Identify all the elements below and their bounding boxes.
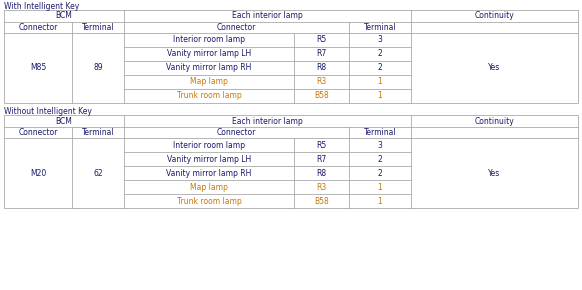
Text: Interior room lamp: Interior room lamp <box>173 35 245 44</box>
Text: 89: 89 <box>93 64 103 72</box>
Text: 2: 2 <box>378 155 382 164</box>
Text: Without Intelligent Key: Without Intelligent Key <box>4 107 92 116</box>
Text: Connector: Connector <box>217 128 256 137</box>
Text: Each interior lamp: Each interior lamp <box>232 12 303 21</box>
Text: R7: R7 <box>317 50 327 59</box>
Text: 2: 2 <box>378 50 382 59</box>
Text: R5: R5 <box>317 140 327 150</box>
Text: Vanity mirror lamp LH: Vanity mirror lamp LH <box>167 155 251 164</box>
Text: Terminal: Terminal <box>81 23 114 32</box>
Text: 62: 62 <box>93 168 103 177</box>
Text: B58: B58 <box>314 92 329 101</box>
Text: R3: R3 <box>317 77 327 86</box>
Text: Each interior lamp: Each interior lamp <box>232 117 303 126</box>
Text: Vanity mirror lamp RH: Vanity mirror lamp RH <box>166 168 251 177</box>
Text: Terminal: Terminal <box>364 23 396 32</box>
Text: Map lamp: Map lamp <box>190 182 228 191</box>
Bar <box>4 115 578 208</box>
Text: Terminal: Terminal <box>364 128 396 137</box>
Text: Trunk room lamp: Trunk room lamp <box>176 197 242 206</box>
Text: Yes: Yes <box>488 168 501 177</box>
Text: Connector: Connector <box>18 23 58 32</box>
Text: 1: 1 <box>378 197 382 206</box>
Text: Connector: Connector <box>217 23 256 32</box>
Text: Map lamp: Map lamp <box>190 77 228 86</box>
Text: R7: R7 <box>317 155 327 164</box>
Text: Continuity: Continuity <box>475 117 514 126</box>
Text: Vanity mirror lamp RH: Vanity mirror lamp RH <box>166 64 251 72</box>
Text: 3: 3 <box>378 35 382 44</box>
Text: R8: R8 <box>317 64 327 72</box>
Text: 2: 2 <box>378 64 382 72</box>
Text: With Intelligent Key: With Intelligent Key <box>4 2 79 11</box>
Text: BCM: BCM <box>55 12 72 21</box>
Text: M85: M85 <box>30 64 46 72</box>
Text: Interior room lamp: Interior room lamp <box>173 140 245 150</box>
Text: Continuity: Continuity <box>475 12 514 21</box>
Text: 1: 1 <box>378 77 382 86</box>
Text: R3: R3 <box>317 182 327 191</box>
Text: Connector: Connector <box>18 128 58 137</box>
Text: R5: R5 <box>317 35 327 44</box>
Text: BCM: BCM <box>55 117 72 126</box>
Text: Vanity mirror lamp LH: Vanity mirror lamp LH <box>167 50 251 59</box>
Text: B58: B58 <box>314 197 329 206</box>
Text: 1: 1 <box>378 182 382 191</box>
Text: Terminal: Terminal <box>81 128 114 137</box>
Bar <box>4 10 578 103</box>
Text: 1: 1 <box>378 92 382 101</box>
Text: 2: 2 <box>378 168 382 177</box>
Text: R8: R8 <box>317 168 327 177</box>
Text: M20: M20 <box>30 168 46 177</box>
Text: 3: 3 <box>378 140 382 150</box>
Text: Trunk room lamp: Trunk room lamp <box>176 92 242 101</box>
Text: Yes: Yes <box>488 64 501 72</box>
